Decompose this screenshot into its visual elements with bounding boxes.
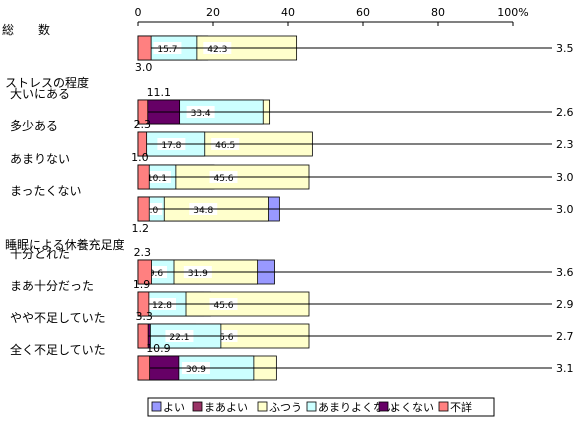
data-label-outside: 3.3 <box>135 310 153 323</box>
category-label: 十分とれた <box>10 247 70 261</box>
data-label-outside: 2.7 <box>556 330 574 343</box>
bar-row: 大いにある7.710.035.133.411.12.6 <box>10 86 574 125</box>
data-label-outside: 1.9 <box>133 278 151 291</box>
data-label: 34.8 <box>193 206 213 216</box>
legend-swatch <box>151 401 162 412</box>
data-label: 45.6 <box>213 301 233 311</box>
legend-swatch <box>378 401 389 412</box>
legend-label: まあよい <box>204 401 248 414</box>
data-label: 31.9 <box>188 269 208 279</box>
category-label: 多少ある <box>10 119 58 133</box>
data-label-outside: 3.0 <box>556 203 574 216</box>
category-label: 大いにある <box>10 87 70 101</box>
data-label: 46.5 <box>215 141 235 151</box>
data-label-outside: 2.9 <box>556 298 574 311</box>
bar-segment <box>137 164 150 190</box>
bar-row: 全く不足していた7.310.936.930.910.93.1 <box>10 342 574 381</box>
data-label-outside: 3.6 <box>556 266 574 279</box>
category-label: 総 数 <box>2 22 50 37</box>
x-tick-label: 60 <box>356 6 370 19</box>
legend-label: ふつう <box>269 401 302 414</box>
data-label-outside: 3.0 <box>556 171 574 184</box>
legend-swatch <box>192 401 203 412</box>
data-label: 45.6 <box>213 174 233 184</box>
data-label-outside: 2.3 <box>556 138 574 151</box>
data-label-outside: 2.3 <box>134 246 152 259</box>
legend-swatch <box>306 401 317 412</box>
data-label-outside: 11.1 <box>147 86 172 99</box>
legend-label: よい <box>163 401 185 414</box>
data-label: 45.6 <box>213 333 233 343</box>
legend-swatch <box>257 401 268 412</box>
data-label-outside: 2.3 <box>134 118 152 131</box>
bar-rows: 総 数18.616.942.315.73.03.5大いにある7.710.035.… <box>2 22 574 381</box>
data-label-outside: 3.1 <box>556 362 574 375</box>
data-label-outside: 1.0 <box>131 151 149 164</box>
data-label: 9.6 <box>149 269 164 279</box>
data-label: 7.0 <box>144 206 159 216</box>
data-label: 17.8 <box>161 141 181 151</box>
data-label: 22.1 <box>169 333 189 343</box>
data-label-outside: 3.0 <box>135 61 153 74</box>
bar-row: あまりない20.320.145.610.11.03.0 <box>10 151 574 190</box>
data-label-outside: 2.6 <box>556 106 574 119</box>
legend-label: 不詳 <box>450 400 472 414</box>
bar-row: 総 数18.616.942.315.73.03.5 <box>2 22 574 74</box>
x-tick-label: 100% <box>497 6 528 19</box>
bar-segment <box>137 355 151 381</box>
bar-row: 多少ある13.417.746.517.82.32.3 <box>10 118 574 157</box>
data-label: 10.1 <box>147 174 167 184</box>
legend-label: よくない <box>390 401 434 414</box>
data-label-outside: 3.5 <box>556 42 574 55</box>
data-label: 33.4 <box>191 109 211 119</box>
bar-row: まったくない37.716.534.87.01.23.0 <box>10 184 574 235</box>
bar-segment <box>137 35 152 61</box>
category-label: まったくない <box>10 184 82 198</box>
data-label-outside: 10.9 <box>146 342 171 355</box>
category-label: あまりない <box>10 152 70 166</box>
legend-frame <box>147 397 495 417</box>
x-axis: 0 20 40 60 80 100% <box>135 6 529 26</box>
data-label: 12.8 <box>152 301 172 311</box>
data-label: 42.3 <box>207 45 227 55</box>
legend-label: あまりよくない <box>318 401 395 414</box>
category-label: まあ十分だった <box>10 279 94 293</box>
bar-row: まあ十分だった17.519.345.612.81.92.9 <box>10 278 574 317</box>
data-label: 15.7 <box>157 45 177 55</box>
group-header-label: 睡眠による休養充足度 <box>5 237 125 252</box>
group-header-label: ストレスの程度 <box>5 75 89 90</box>
bar-row: やや不足していた10.915.445.622.13.32.7 <box>10 310 574 349</box>
bar-row: 十分とれた36.416.331.99.62.33.6 <box>10 246 574 285</box>
legend-swatch <box>438 401 449 412</box>
x-tick-label: 80 <box>431 6 445 19</box>
data-label: 30.9 <box>186 365 206 375</box>
category-label: 全く不足していた <box>10 342 106 357</box>
x-tick-label: 40 <box>281 6 295 19</box>
x-tick-label: 20 <box>206 6 220 19</box>
data-label-outside: 1.2 <box>132 222 150 235</box>
x-tick-label: 0 <box>135 6 142 19</box>
bar-segment <box>137 196 150 222</box>
category-label: やや不足していた <box>10 311 106 325</box>
